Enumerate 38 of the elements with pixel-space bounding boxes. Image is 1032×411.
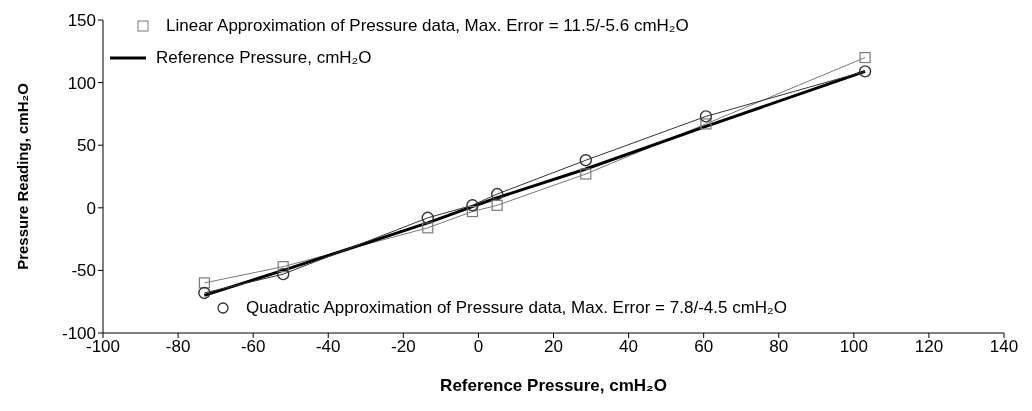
y-tick-label: 150 [67, 11, 96, 31]
point [421, 211, 434, 225]
y-tick-label: -50 [71, 261, 96, 281]
point [277, 261, 289, 273]
point [422, 222, 434, 234]
x-tick-label: 40 [619, 337, 639, 357]
y-tick-label: 100 [67, 73, 96, 93]
point [277, 267, 290, 281]
x-tick-label: -60 [240, 337, 266, 357]
point [699, 110, 713, 123]
point [466, 199, 479, 212]
legend-label: Quadratic Approximation of Pressure data, Max. Error = 7.8/-4.5 cmH₂O [246, 298, 787, 318]
point [198, 286, 211, 300]
x-tick-label: 0 [473, 337, 484, 357]
y-tick-label: 0 [86, 198, 96, 218]
x-tick-label: 80 [769, 337, 789, 357]
y-tick-label: 50 [77, 136, 96, 156]
x-axis-title: Reference Pressure, cmH₂O [440, 376, 667, 395]
point [198, 277, 210, 289]
x-tick-label: 60 [694, 337, 714, 357]
point [580, 168, 592, 180]
x-tick-label: -80 [165, 337, 191, 357]
y-axis-title: Pressure Reading, cmH₂O [14, 82, 32, 270]
x-tick-label: -20 [391, 337, 416, 357]
x-tick-label: 100 [839, 337, 869, 357]
x-tick-label: 120 [914, 337, 944, 357]
point [491, 199, 503, 211]
point [859, 51, 871, 64]
point [579, 154, 592, 167]
point [858, 65, 872, 78]
x-tick-label: -40 [315, 337, 341, 357]
x-tick-label: 140 [989, 337, 1019, 357]
legend-label: Linear Approximation of Pressure data, Max. Error = 11.5/-5.6 cmH₂O [166, 16, 689, 36]
x-tick-label: 20 [544, 337, 563, 357]
point [490, 187, 504, 201]
point [700, 118, 712, 130]
point [466, 205, 479, 218]
legend-label: Reference Pressure, cmH₂O [156, 48, 372, 68]
